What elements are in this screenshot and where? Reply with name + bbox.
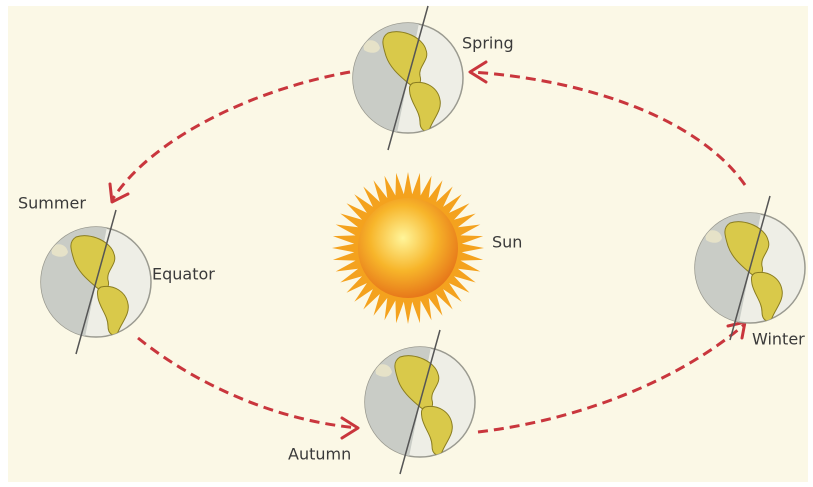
sun (358, 198, 458, 298)
label: Summer (18, 194, 86, 213)
label: Autumn (288, 445, 351, 464)
label: Winter (752, 330, 805, 349)
label: Sun (492, 233, 522, 252)
label: Equator (152, 265, 215, 284)
label: Spring (462, 34, 514, 53)
page: Spring Summer Equator Sun Winter Autumn … (0, 0, 813, 487)
diagram: Spring Summer Equator Sun Winter Autumn (0, 0, 813, 487)
